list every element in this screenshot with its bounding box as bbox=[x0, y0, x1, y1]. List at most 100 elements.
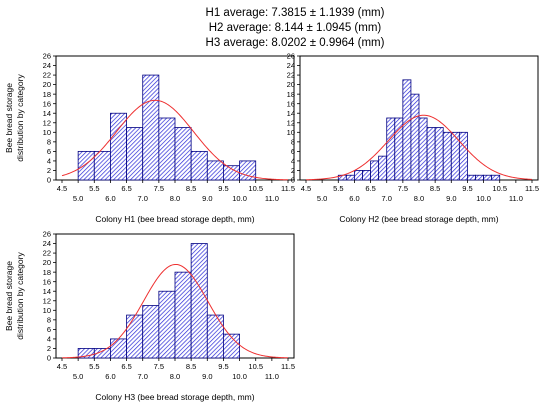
panel-h2-y-tick-label: 24 bbox=[287, 61, 295, 70]
panel-h2-y-tick-label: 10 bbox=[287, 128, 295, 137]
panel-h2-bar-18 bbox=[483, 174, 493, 181]
panel-h2-x-tick-label-lower: 7.0 bbox=[381, 194, 391, 203]
panel-h2-x-tick-label-upper: 4.5 bbox=[301, 184, 311, 193]
panel-h1-y-tick-label: 24 bbox=[43, 61, 51, 70]
panel-h3-bar-9 bbox=[223, 333, 240, 359]
panel-h3-x-tick-label-upper: 11.5 bbox=[281, 362, 295, 371]
panel-h2-y-tick-label: 22 bbox=[287, 71, 295, 80]
panel-h1-x-tick-label-upper: 9.5 bbox=[218, 184, 228, 193]
panel-h3-x-tick-label-lower: 10.0 bbox=[232, 372, 247, 381]
panel-h3-y-tick-label: 26 bbox=[43, 230, 51, 239]
panel-h2-x-tick-label-upper: 7.5 bbox=[398, 184, 408, 193]
panel-h3-bar-3 bbox=[126, 314, 144, 359]
panel-h2-bar-10 bbox=[418, 117, 428, 181]
panel-h1-y-axis-label-line1: Bee bread storage bbox=[4, 83, 14, 153]
panel-h3-bar-4 bbox=[142, 305, 160, 359]
summary-header: H1 average: 7.3815 ± 1.1939 (mm) H2 aver… bbox=[0, 6, 550, 51]
panel-h3-y-tick-label: 10 bbox=[43, 306, 51, 315]
panel-h1-bar-1 bbox=[93, 150, 111, 181]
panel-h2-x-tick-label-upper: 9.5 bbox=[462, 184, 472, 193]
panel-h1-bar-10 bbox=[239, 160, 257, 181]
panel-h1-bar-6 bbox=[174, 127, 192, 181]
panel-h3-bar-5 bbox=[158, 290, 176, 359]
panel-h2-y-tick-label: 16 bbox=[287, 99, 295, 108]
h2-average-text: H2 average: 8.144 ± 1.0945 (mm) bbox=[208, 22, 382, 34]
panel-h1-x-tick-label-lower: 6.0 bbox=[105, 194, 115, 203]
h3-average-text: H3 average: 8.0202 ± 0.9964 (mm) bbox=[205, 37, 385, 49]
panel-h2-bar-15 bbox=[458, 131, 468, 181]
panel-h2-x-tick-label-lower: 11.0 bbox=[509, 194, 523, 203]
panel-h1-x-tick-label-upper: 7.5 bbox=[154, 184, 164, 193]
panel-h2-normal-curve bbox=[305, 114, 533, 181]
panel-h1-normal-curve bbox=[61, 99, 289, 181]
panel-h3-x-tick-label-upper: 4.5 bbox=[57, 362, 67, 371]
panel-h1-y-tick-label: 20 bbox=[43, 80, 51, 89]
panel-h3-x-tick-label-lower: 9.0 bbox=[202, 372, 212, 381]
panel-h2-y-tick-label: 4 bbox=[291, 157, 295, 166]
panel-h1-y-axis-label-line2: distribution by category bbox=[15, 74, 25, 162]
panel-h2-y-tick-label: 14 bbox=[287, 109, 295, 118]
panel-h2-bar-11 bbox=[426, 127, 436, 181]
panel-h1-y-tick-label: 18 bbox=[43, 90, 51, 99]
panel-h2-x-tick-label-upper: 6.5 bbox=[365, 184, 375, 193]
panel-h2-bar-5 bbox=[378, 155, 388, 181]
panel-h3-y-tick-label: 16 bbox=[43, 277, 51, 286]
panel-h3-x-ticks: 4.5 5.5 6.5 7.5 8.5 9.5 10.5 11.5 5.0 6.0 7.0 8.0 9.… bbox=[57, 358, 295, 381]
panel-h3-y-axis-label-line2: distribution by category bbox=[15, 252, 25, 340]
panel-h1-bars bbox=[77, 74, 257, 181]
panel-h2-y-tick-label: 18 bbox=[287, 90, 295, 99]
panel-h1-x-tick-label-upper: 4.5 bbox=[57, 184, 67, 193]
panel-h3-x-tick-label-upper: 7.5 bbox=[154, 362, 164, 371]
panel-h3-y-tick-label: 14 bbox=[43, 287, 51, 296]
panel-h2-bars bbox=[337, 79, 501, 181]
panel-h2-y-tick-label: 8 bbox=[291, 137, 295, 146]
panel-h3-x-axis-label: Colony H3 (bee bread storage depth, mm) bbox=[95, 392, 254, 402]
panel-h2-bar-17 bbox=[475, 174, 484, 181]
panel-h3-x-tick-label-upper: 10.5 bbox=[248, 362, 263, 371]
panel-h1-x-tick-label-lower: 8.0 bbox=[170, 194, 180, 203]
panel-h2-bar-3 bbox=[362, 170, 371, 181]
panel-h1-x-ticks: 4.5 5.5 6.5 7.5 8.5 9.5 10.5 11.5 5.0 6.0 7.0 8.0 9.… bbox=[57, 180, 295, 203]
panel-h1-bar-4 bbox=[142, 74, 160, 181]
panel-h3-bar-7 bbox=[190, 243, 208, 359]
panel-h2-x-tick-label-upper: 10.5 bbox=[492, 184, 507, 193]
panel-h1-x-tick-label-upper: 8.5 bbox=[186, 184, 196, 193]
panel-h2-y-tick-label: 26 bbox=[287, 52, 295, 61]
panel-h3-bar-6 bbox=[174, 271, 192, 359]
panel-h3-normal-curve bbox=[61, 263, 289, 359]
panel-h3-x-tick-label-lower: 7.0 bbox=[137, 372, 147, 381]
panel-h2-bar-9 bbox=[410, 93, 420, 181]
panel-h2-bar-8 bbox=[402, 79, 412, 181]
panel-h3-y-axis-label: Bee bread storage distribution by catego… bbox=[4, 252, 25, 340]
panel-h2-x-tick-label-upper: 5.5 bbox=[333, 184, 343, 193]
panel-h1-y-tick-label: 12 bbox=[43, 118, 51, 127]
panel-h1-y-tick-label: 8 bbox=[47, 137, 51, 146]
panel-h1-y-tick-label: 16 bbox=[43, 99, 51, 108]
panel-h2-bar-4 bbox=[370, 160, 380, 181]
panel-h1-bar-2 bbox=[110, 112, 127, 181]
panel-h2-bar-12 bbox=[434, 127, 444, 181]
panel-h3-x-tick-label-upper: 5.5 bbox=[89, 362, 99, 371]
panel-h3-x-tick-label-lower: 6.0 bbox=[105, 372, 115, 381]
panel-h3-x-tick-label-lower: 11.0 bbox=[265, 372, 279, 381]
panel-h2-y-tick-label: 2 bbox=[291, 166, 295, 175]
panel-h3-bars bbox=[77, 243, 240, 359]
panel-h3-y-tick-label: 18 bbox=[43, 268, 51, 277]
panel-h1-y-tick-label: 22 bbox=[43, 71, 51, 80]
panel-h1-bar-0 bbox=[77, 150, 95, 181]
panel-h3-y-tick-label: 6 bbox=[47, 325, 51, 334]
panel-h1-x-tick-label-lower: 11.0 bbox=[265, 194, 279, 203]
panel-h2-x-tick-label-upper: 11.5 bbox=[525, 184, 539, 193]
panel-h3-x-tick-label-upper: 6.5 bbox=[121, 362, 131, 371]
panel-h3-y-tick-label: 8 bbox=[47, 315, 51, 324]
panel-h3-y-tick-label: 20 bbox=[43, 258, 51, 267]
panel-h1-y-tick-label: 26 bbox=[43, 52, 51, 61]
panel-h1-x-tick-label-lower: 7.0 bbox=[137, 194, 147, 203]
panel-h2-y-tick-label: 6 bbox=[291, 147, 295, 156]
panel-h1-bar-3 bbox=[126, 127, 144, 181]
panel-h1-y-axis-label: Bee bread storage distribution by catego… bbox=[4, 74, 25, 162]
panel-h1-x-tick-label-lower: 10.0 bbox=[232, 194, 247, 203]
panel-h3-y-axis-label-line1: Bee bread storage bbox=[4, 261, 14, 331]
